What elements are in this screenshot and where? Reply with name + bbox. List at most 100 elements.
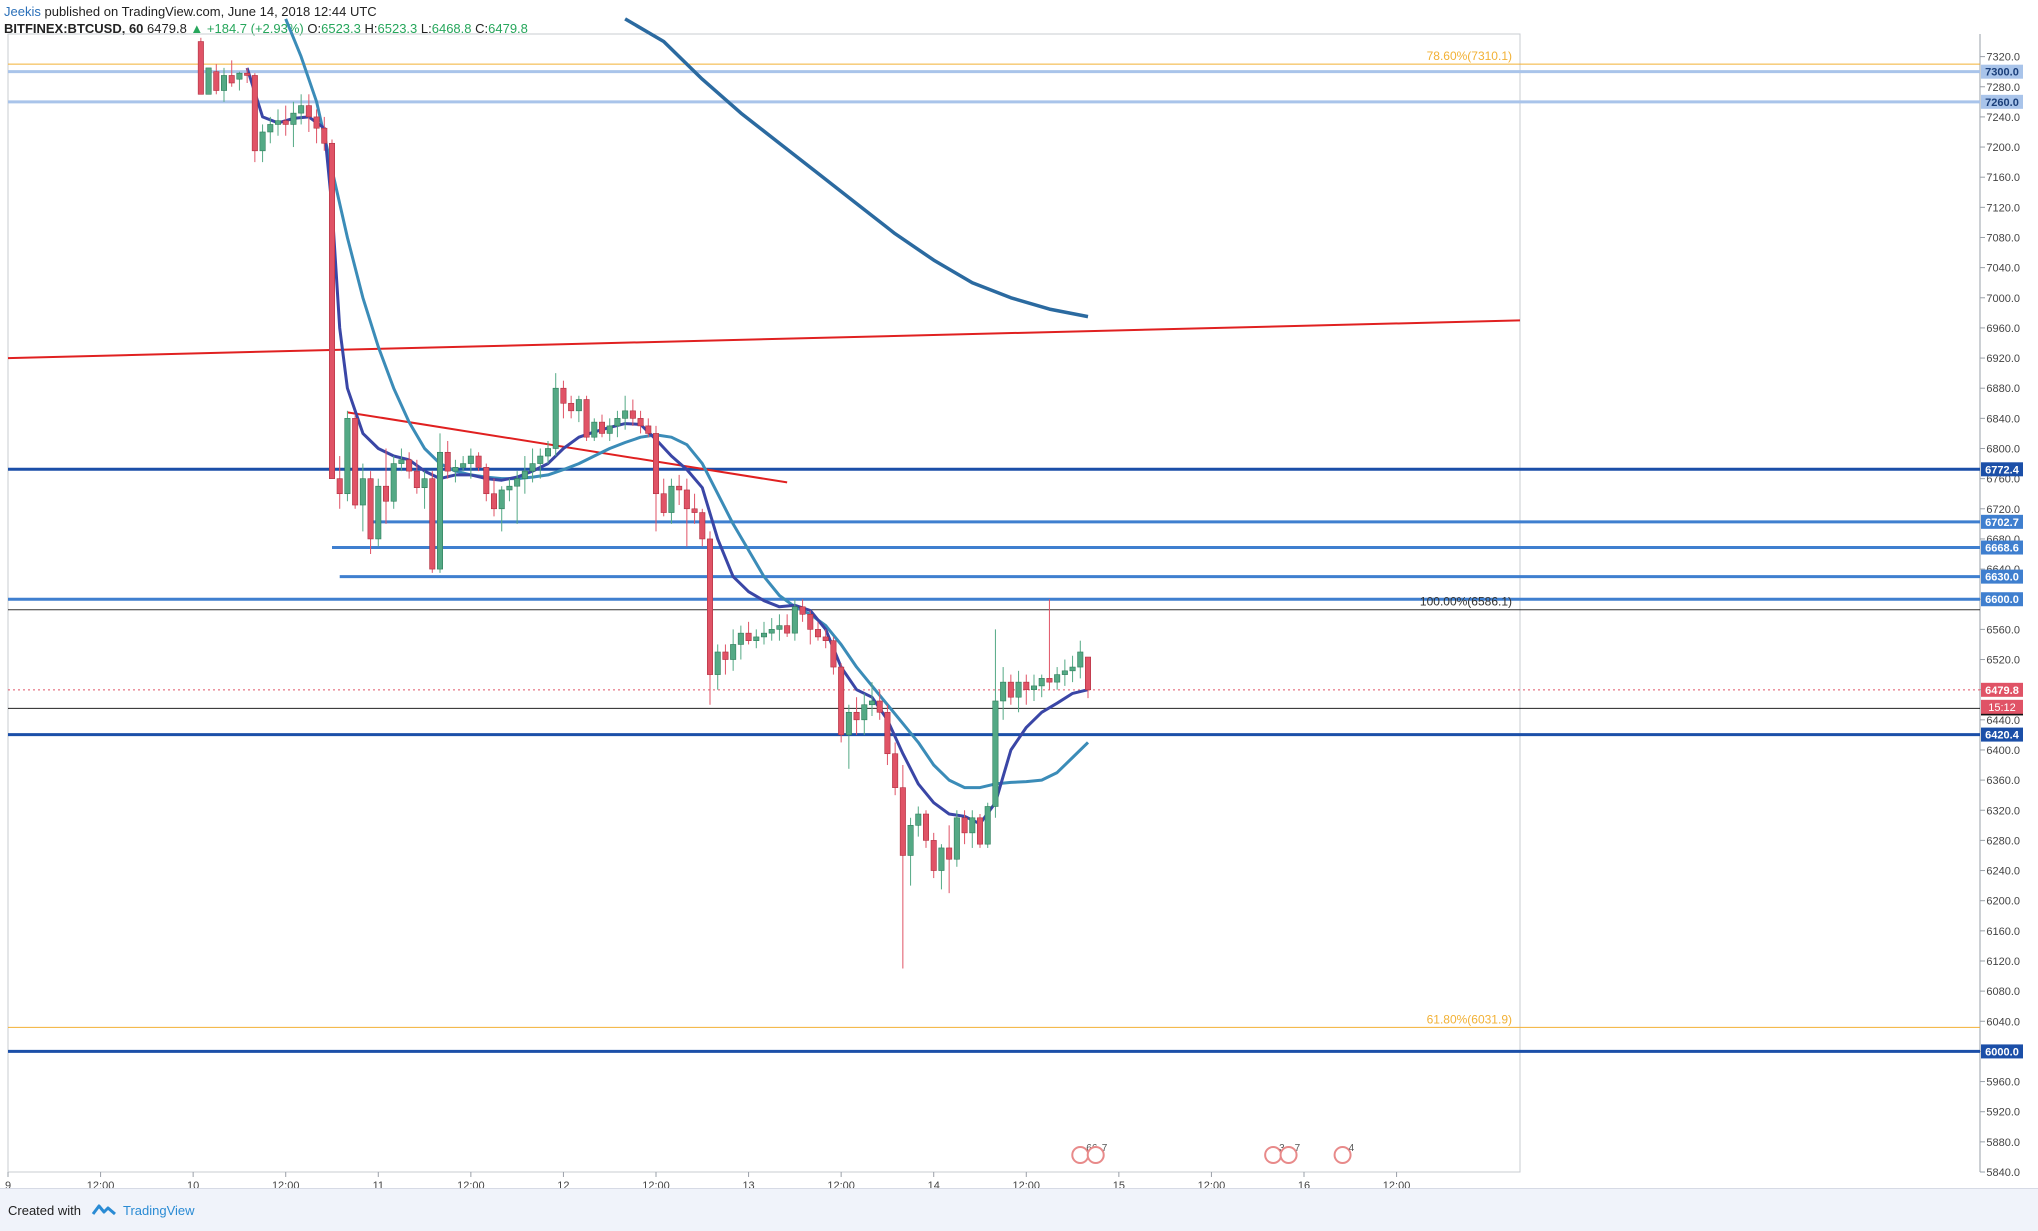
candle <box>583 395 590 441</box>
level-tag-bg <box>1981 592 2023 607</box>
price-tick-label: 6160.0 <box>1986 926 2020 938</box>
price-tick-label: 7280.0 <box>1986 82 2020 94</box>
candle-body <box>1038 678 1045 687</box>
candle <box>444 440 451 479</box>
author-link[interactable]: Jeekis <box>4 4 41 19</box>
candle-body <box>992 700 999 807</box>
candle-body <box>213 71 220 91</box>
candle-body <box>413 470 420 488</box>
fib-label: 100.00%(6586.1) <box>1420 595 1512 609</box>
candle <box>529 448 536 483</box>
price-tick-label: 7040.0 <box>1986 263 2020 275</box>
candle-body <box>421 478 428 488</box>
candle-body <box>506 485 513 491</box>
price-tick-label: 6760.0 <box>1986 474 2020 486</box>
candle <box>922 810 929 848</box>
time-tick-label: 11 <box>373 1180 384 1192</box>
candle <box>753 629 760 649</box>
candle-body <box>899 787 906 856</box>
candle <box>336 456 343 509</box>
tradingview-logo-icon[interactable] <box>91 1203 117 1217</box>
price-tick-label: 6440.0 <box>1986 715 2020 727</box>
candle-body <box>776 625 783 630</box>
price-tick-label: 6040.0 <box>1986 1016 2020 1028</box>
candle <box>706 531 713 705</box>
price-tick-label: 6280.0 <box>1986 835 2020 847</box>
candle-body <box>953 817 960 860</box>
candle <box>236 71 243 91</box>
candle-body <box>706 538 713 675</box>
candle-body <box>251 75 258 152</box>
tradingview-link[interactable]: TradingView <box>122 1202 195 1218</box>
candle-body <box>691 508 698 513</box>
candle-body <box>606 425 613 434</box>
trend-lines <box>7 319 1521 484</box>
candle-body <box>1000 681 1007 702</box>
candle <box>344 410 351 502</box>
price-axis[interactable]: 5840.0 5880.0 5920.0 5960.0 6000.0 6040.0 6080… <box>1980 52 2023 1179</box>
candle <box>352 414 359 509</box>
candle-body <box>560 387 567 404</box>
candle <box>490 478 497 517</box>
candle <box>768 618 775 641</box>
candle <box>622 395 629 430</box>
price-tick-label: 6400.0 <box>1986 745 2020 757</box>
candle-body <box>1061 670 1068 675</box>
event-marker-count: 3 <box>1279 1143 1285 1154</box>
candle <box>637 410 644 434</box>
candle <box>228 60 235 87</box>
candle-body <box>969 817 976 834</box>
chart-grid <box>7 33 1981 1173</box>
candle-body <box>544 448 551 457</box>
close-label: C: <box>475 21 489 36</box>
event-marker-count: 7 <box>1295 1143 1301 1154</box>
candle-body <box>714 651 721 675</box>
candle <box>652 425 659 532</box>
candle-body <box>228 75 235 84</box>
candle <box>375 478 382 547</box>
candle-body <box>298 105 305 114</box>
candle <box>1038 674 1045 698</box>
candle <box>1054 667 1061 690</box>
candle-body <box>876 700 883 713</box>
candle-body <box>197 41 204 95</box>
candle-body <box>498 489 505 510</box>
candle <box>722 644 729 675</box>
candle-body <box>737 632 744 645</box>
candle <box>645 418 652 438</box>
candle <box>1007 674 1014 705</box>
candle-body <box>830 640 837 668</box>
candle <box>251 73 258 163</box>
price-tick-label: 6320.0 <box>1986 805 2020 817</box>
published-text: published on TradingView.com, June 14, 2… <box>44 4 377 19</box>
candle <box>544 440 551 464</box>
candle <box>421 471 428 509</box>
candle <box>760 621 767 645</box>
candle <box>861 693 868 735</box>
candle <box>413 459 420 494</box>
candle-body <box>244 72 251 76</box>
chart-header: Jeekis published on TradingView.com, Jun… <box>4 3 528 37</box>
candle-body <box>838 666 845 736</box>
candle-body <box>305 105 312 118</box>
plot-border <box>7 33 1521 1173</box>
time-tick-label: 9 <box>5 1180 11 1192</box>
candle <box>799 599 806 622</box>
candle-body <box>236 72 243 80</box>
price-tick-label: 7120.0 <box>1986 202 2020 214</box>
price-tick-label: 6960.0 <box>1986 323 2020 335</box>
price-tick-label: 6360.0 <box>1986 775 2020 787</box>
countdown-tag-bg <box>1981 699 2023 714</box>
event-marker-icon <box>1279 1146 1298 1164</box>
fib-label: 61.80%(6031.9) <box>1427 1012 1512 1026</box>
symbol-label[interactable]: BITFINEX:BTCUSD, 60 <box>4 21 144 36</box>
price-tick-label: 6840.0 <box>1986 413 2020 425</box>
candle <box>737 625 744 660</box>
candle <box>514 471 521 524</box>
candle <box>953 810 960 867</box>
high-value: 6523.3 <box>377 21 418 36</box>
candle-body <box>328 142 335 479</box>
candle-body <box>398 459 405 464</box>
low-label: L: <box>420 21 432 36</box>
